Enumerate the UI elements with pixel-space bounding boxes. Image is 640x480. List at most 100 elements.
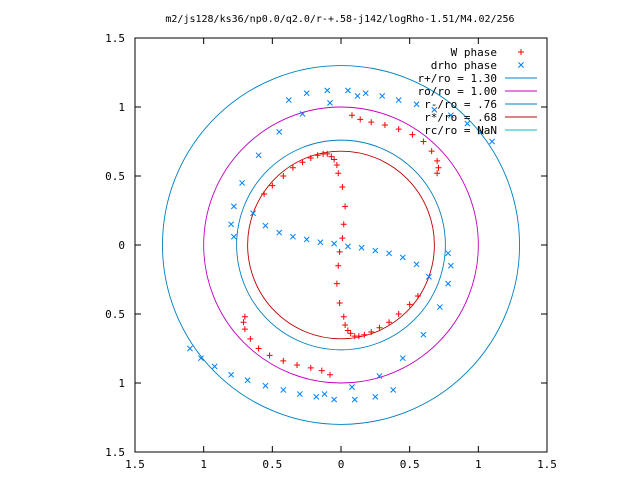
w-phase-point: [347, 330, 354, 337]
drho-phase-point: [344, 87, 351, 94]
chart-title: m2/js128/ks36/np0.0/q2.0/r-+.58-j142/log…: [165, 14, 514, 25]
drho-phase-point: [276, 128, 283, 135]
y-tick-label: 1: [118, 377, 125, 390]
w-phase-point: [331, 156, 338, 163]
w-phase-point: [395, 311, 402, 317]
w-phase-point: [336, 248, 343, 255]
drho-phase-point: [250, 210, 257, 217]
drho-phase-point: [445, 280, 452, 287]
drho-phase-point: [299, 110, 306, 117]
x-tick-label: 1.5: [125, 458, 145, 471]
w-phase-point: [289, 164, 296, 171]
w-phase-point: [269, 182, 276, 189]
drho-phase-point: [211, 363, 218, 370]
w-phase-point: [361, 331, 368, 338]
legend-marker-drho-phase: [518, 62, 524, 68]
circle-r_star: [247, 150, 435, 340]
drho-phase-point: [262, 382, 269, 389]
drho-phase-point: [431, 106, 438, 113]
w-phase-point: [409, 131, 416, 138]
w-phase-point: [342, 203, 349, 210]
y-tick-label: 0: [118, 239, 125, 252]
drho-phase-point: [197, 355, 204, 362]
w-phase-point: [261, 190, 268, 197]
w-phase-point: [255, 345, 262, 352]
circle-r_minus: [236, 139, 446, 351]
w-phase-point: [406, 301, 413, 308]
drho-phase-point: [255, 152, 262, 159]
drho-phase-point: [317, 239, 324, 246]
y-tick-label: 1.5: [105, 32, 125, 45]
drho-phase-point: [331, 240, 338, 247]
w-phase-point: [266, 352, 273, 359]
axes-layer: 1.5 1 0.5 0 0.5 1 1.51.510.500.511.5: [105, 32, 557, 471]
x-tick-label: 1: [475, 458, 482, 471]
w-phase-point: [386, 319, 393, 326]
w-phase-point: [348, 112, 355, 119]
drho-phase-point: [376, 373, 383, 380]
drho-phase-point: [321, 391, 328, 397]
drho-phase-point: [420, 331, 427, 338]
legend-label-ro: ro/ro = 1.00: [418, 85, 497, 98]
drho-phase-point: [351, 396, 358, 403]
drho-phase-point: [447, 112, 454, 119]
w-phase-point: [333, 161, 340, 168]
drho-phase-point: [399, 355, 406, 362]
drho-phase-point: [399, 254, 406, 261]
drho-phase-point: [354, 93, 361, 99]
w-phase-point: [395, 126, 402, 133]
w-phase-point: [381, 121, 388, 128]
w-phase-point: [368, 328, 375, 335]
w-phase-point: [339, 235, 346, 242]
w-phase-point: [376, 324, 383, 331]
y-tick-label: 1.5: [105, 446, 125, 459]
drho-phase-point: [280, 386, 287, 393]
drho-phase-point: [390, 386, 397, 393]
drho-phase-point: [413, 261, 420, 268]
drho-phase-point: [262, 222, 269, 229]
drho-phase-point: [372, 393, 379, 400]
drho-phase-point: [285, 97, 292, 104]
w-phase-point: [340, 221, 347, 228]
w-phase-point: [294, 362, 301, 369]
drho-phase-point: [230, 233, 237, 240]
drho-phase-point: [362, 90, 369, 97]
drho-phase-point: [436, 304, 443, 311]
w-phase-point: [241, 313, 248, 320]
w-phase-point: [355, 333, 362, 340]
y-tick-label: 0.5: [105, 170, 125, 183]
x-tick-label: 0.5: [400, 458, 420, 471]
w-phase-point: [342, 322, 349, 329]
w-phase-point: [307, 364, 314, 371]
drho-phase-point: [327, 99, 333, 106]
drho-phase-point: [296, 391, 303, 397]
w-phase-point: [328, 153, 335, 160]
drho-phase-point: [276, 229, 283, 236]
drho-phase-point: [386, 250, 393, 257]
legend-label-r-star: r*/ro = .68: [424, 111, 497, 124]
drho-phase-point: [464, 120, 471, 127]
w-phase-point: [357, 116, 364, 123]
x-tick-label: 1.5: [537, 458, 557, 471]
w-phase-point: [414, 293, 421, 300]
drho-phase-point: [230, 203, 237, 210]
drho-phase-point: [324, 87, 331, 94]
drho-phase-point: [313, 393, 320, 400]
w-phase-point: [314, 152, 321, 159]
w-phase-point: [344, 327, 351, 334]
w-phase-point: [240, 319, 247, 326]
w-phase-point: [368, 119, 375, 126]
w-phase-point: [420, 138, 427, 145]
w-phase-point: [335, 170, 342, 177]
legend-label-r-minus: r-/ro = .76: [424, 98, 497, 111]
drho-phase-point: [186, 345, 193, 352]
x-tick-label: 0: [338, 458, 345, 471]
drho-phase-point: [303, 90, 310, 97]
y-tick-label: 1: [118, 101, 125, 114]
w-phase-point: [247, 335, 254, 342]
drho-phase-point: [239, 179, 246, 186]
x-tick-label: 1: [200, 458, 207, 471]
drho-phase-point: [445, 250, 452, 257]
circle-r_plus: [162, 65, 520, 425]
w-phase-point: [434, 170, 441, 177]
